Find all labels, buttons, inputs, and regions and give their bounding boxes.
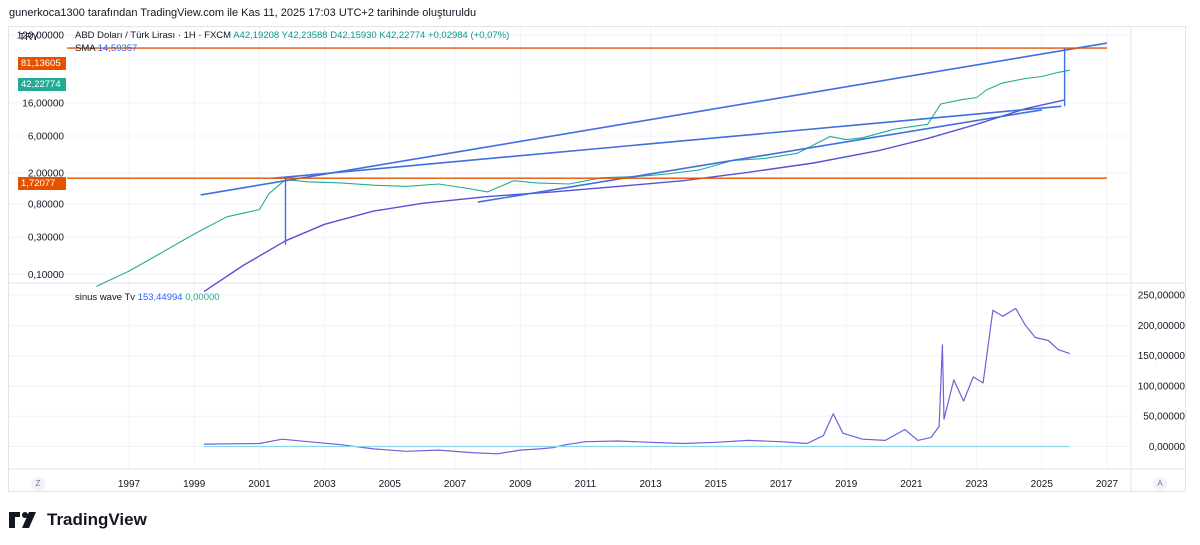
x-tick-label: 2019 xyxy=(835,479,858,490)
osc-y-tick-label: 50,00000 xyxy=(1143,412,1185,423)
sma-label: SMA xyxy=(75,43,96,54)
x-tick-label: 2027 xyxy=(1096,479,1119,490)
brand-name: TradingView xyxy=(47,510,147,529)
oscillator-legend[interactable]: sinus wave Tv 153,44994 0,00000 xyxy=(75,292,220,303)
chart-frame xyxy=(8,26,1186,492)
sma-value: 14,59357 xyxy=(97,43,138,54)
trendline-lower xyxy=(477,109,1042,203)
x-tick-label: 1999 xyxy=(183,479,206,490)
x-tick-label: 2025 xyxy=(1031,479,1054,490)
x-tick-label: 2007 xyxy=(444,479,467,490)
ohlc-values: A42,19208 Y42,23588 D42,15930 K42,22774 … xyxy=(233,30,510,41)
x-tick-label: 2023 xyxy=(965,479,988,490)
sma-legend[interactable]: SMA 14,59357 xyxy=(75,43,137,54)
y-tick-label: 6,00000 xyxy=(28,132,65,143)
x-tick-label: 2005 xyxy=(379,479,402,490)
osc-y-tick-label: 0,00000 xyxy=(1149,442,1186,453)
x-tick-label: 2003 xyxy=(313,479,336,490)
y-tick-label: 2,00000 xyxy=(28,169,65,180)
x-tick-label: 2013 xyxy=(639,479,662,490)
oscillator-zero-value: 0,00000 xyxy=(185,292,220,303)
symbol-name: ABD Doları / Türk Lirası · 1H · FXCM xyxy=(75,30,232,41)
y-tick-label: 16,00000 xyxy=(22,98,64,109)
y-tick-label: 0,80000 xyxy=(28,200,65,211)
price-tag-lower: 1,72077 xyxy=(18,177,66,190)
oscillator-value: 153,44994 xyxy=(137,292,183,303)
oscillator-line xyxy=(203,307,1070,455)
x-tick-label: 2011 xyxy=(575,479,597,490)
sma-line xyxy=(203,99,1065,293)
timezone-button[interactable]: Z xyxy=(31,477,45,491)
osc-y-tick-label: 150,00000 xyxy=(1138,351,1186,362)
osc-y-tick-label: 250,00000 xyxy=(1138,291,1186,302)
currency-label: TRY xyxy=(19,32,39,43)
tradingview-logo-icon xyxy=(9,512,36,528)
x-tick-label: 2021 xyxy=(900,479,923,490)
x-tick-label: 2009 xyxy=(509,479,532,490)
trendline-recent xyxy=(272,105,1062,180)
snapshot-caption: gunerkoca1300 tarafından TradingView.com… xyxy=(9,7,477,19)
x-tick-label: 2015 xyxy=(705,479,728,490)
y-tick-label: 120,00000 xyxy=(17,30,65,41)
trendline-upper xyxy=(200,42,1108,196)
osc-y-tick-label: 100,00000 xyxy=(1138,381,1186,392)
symbol-legend[interactable]: ABD Doları / Türk Lirası · 1H · FXCM A42… xyxy=(75,30,509,41)
auto-scale-button[interactable]: A xyxy=(1153,477,1167,491)
oscillator-label: sinus wave Tv xyxy=(75,292,136,303)
x-tick-label: 2001 xyxy=(248,479,271,490)
x-tick-label: 2017 xyxy=(770,479,793,490)
tradingview-logo: TradingView xyxy=(9,510,147,530)
price-tag-current: 42,22774 xyxy=(18,78,66,91)
y-tick-label: 0,30000 xyxy=(28,233,65,244)
x-tick-label: 1997 xyxy=(118,479,141,490)
price-tag-upper: 81,13605 xyxy=(18,57,66,70)
osc-y-tick-label: 200,00000 xyxy=(1138,321,1186,332)
y-tick-label: 0,10000 xyxy=(28,270,65,281)
